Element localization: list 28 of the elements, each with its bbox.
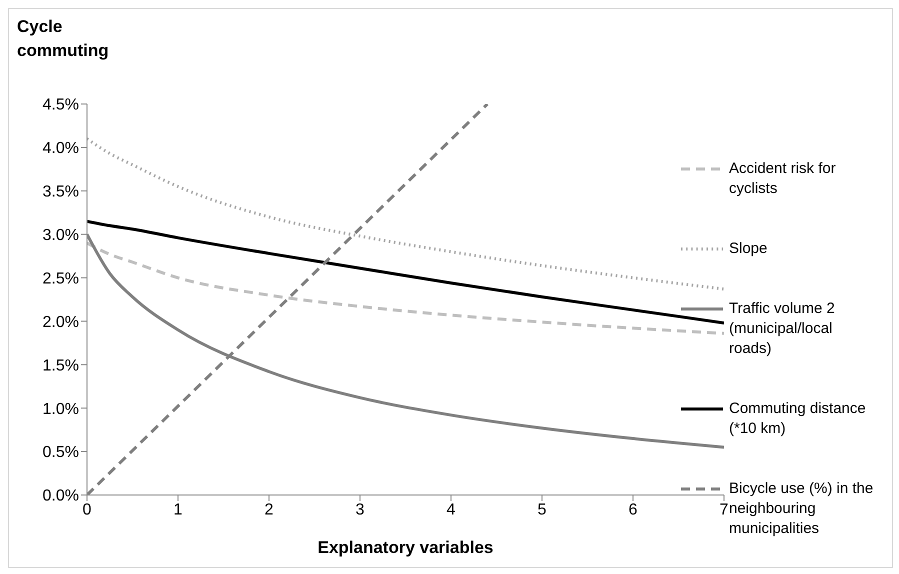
y-tick-label: 2.5%: [42, 270, 79, 288]
line-series: [87, 220, 724, 324]
x-axis-title: Explanatory variables: [318, 538, 494, 557]
x-tick-label: 6: [628, 501, 638, 518]
y-tick-label: 2.0%: [42, 314, 79, 331]
x-tick-label: 3: [356, 501, 365, 518]
y-tick-label: 4.0%: [42, 140, 79, 158]
line-series: [87, 137, 724, 291]
y-tick-label: 1.0%: [42, 400, 79, 418]
x-tick-label: 5: [538, 501, 547, 518]
legend-label: Commuting distance (*10 km): [729, 399, 867, 439]
legend-label: Traffic volume 2 (municipal/local roads): [729, 299, 836, 359]
x-tick-label: 7: [720, 501, 729, 518]
legend-label: Bicycle use (%) in the neighbouring municipalities: [729, 479, 874, 539]
y-tick-label: 3.5%: [42, 184, 79, 201]
x-tick-label: 0: [82, 501, 92, 518]
y-tick-label: 3.0%: [42, 227, 79, 244]
x-tick-label: 2: [264, 501, 274, 518]
legend-label: Slope: [729, 239, 768, 259]
y-tick-label: 1.5%: [42, 357, 79, 374]
legend-label: Accident risk for cyclists: [729, 159, 837, 199]
y-tick-label: 4.5%: [42, 96, 79, 114]
y-tick-label: 0.5%: [42, 444, 79, 462]
line-series: [87, 242, 724, 335]
chart-title: Cycle commuting: [17, 16, 110, 62]
y-tick-label: 0.0%: [42, 488, 79, 505]
x-tick-label: 4: [446, 501, 456, 518]
x-tick-label: 1: [174, 501, 183, 518]
